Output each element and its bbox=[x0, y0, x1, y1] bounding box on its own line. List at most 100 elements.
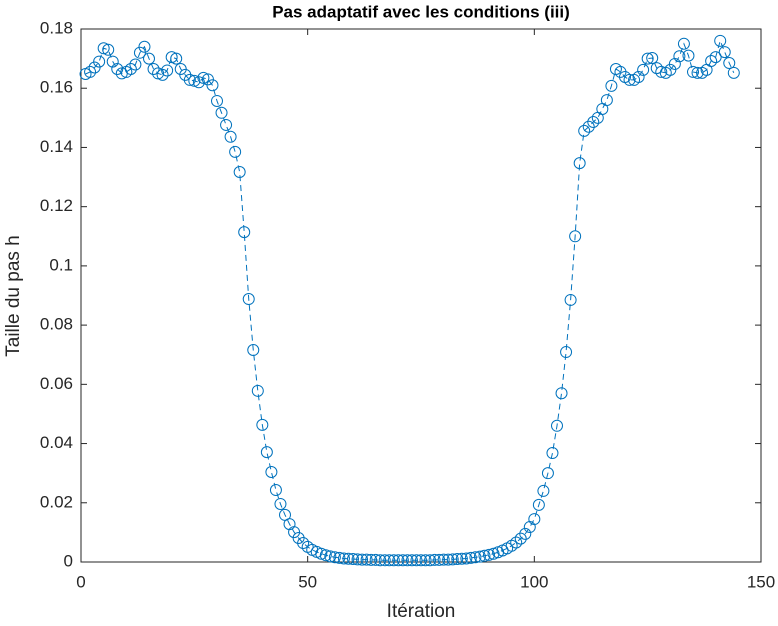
y-tick-label: 0.18 bbox=[40, 18, 73, 37]
data-point bbox=[288, 526, 301, 539]
data-point bbox=[428, 553, 441, 566]
data-point bbox=[718, 46, 731, 59]
data-point bbox=[274, 497, 287, 510]
data-point bbox=[328, 551, 341, 564]
data-point bbox=[133, 46, 146, 59]
data-point bbox=[437, 553, 450, 566]
chart-title: Pas adaptatif avec les conditions (iii) bbox=[272, 2, 570, 21]
data-point bbox=[188, 74, 201, 87]
data-point bbox=[528, 513, 541, 526]
data-point bbox=[387, 554, 400, 567]
data-point bbox=[655, 65, 668, 78]
data-point bbox=[442, 553, 455, 566]
x-tick-label: 0 bbox=[76, 572, 85, 591]
data-point bbox=[541, 467, 554, 480]
data-point bbox=[514, 532, 527, 545]
data-point bbox=[201, 73, 214, 86]
data-point bbox=[247, 343, 260, 356]
data-point bbox=[297, 537, 310, 550]
data-point bbox=[510, 536, 523, 549]
data-point bbox=[124, 62, 137, 75]
data-point bbox=[392, 554, 405, 567]
data-point bbox=[269, 484, 282, 497]
data-point bbox=[401, 554, 414, 567]
data-point bbox=[551, 419, 563, 432]
data-point bbox=[560, 346, 573, 359]
data-point bbox=[714, 34, 727, 47]
y-tick-label: 0 bbox=[64, 551, 73, 570]
data-point bbox=[192, 76, 205, 89]
data-point bbox=[369, 553, 382, 566]
data-point bbox=[573, 157, 586, 170]
data-point bbox=[337, 552, 350, 565]
x-tick-label: 50 bbox=[298, 572, 317, 591]
data-point bbox=[469, 551, 482, 564]
data-point bbox=[677, 37, 690, 50]
data-point bbox=[347, 553, 359, 566]
axes-box bbox=[80, 28, 762, 563]
data-point bbox=[641, 52, 654, 65]
data-point bbox=[537, 484, 550, 497]
data-point bbox=[220, 118, 233, 131]
data-point bbox=[143, 52, 155, 65]
y-tick-label: 0.04 bbox=[40, 433, 73, 452]
data-point bbox=[374, 554, 387, 567]
data-point bbox=[111, 62, 124, 75]
data-point bbox=[206, 79, 219, 92]
data-point bbox=[365, 553, 378, 566]
data-point bbox=[410, 554, 423, 567]
y-tick-label: 0.06 bbox=[40, 374, 73, 393]
data-point bbox=[555, 387, 568, 400]
data-point bbox=[351, 553, 364, 566]
data-point bbox=[233, 166, 246, 179]
data-point bbox=[319, 549, 332, 562]
data-point bbox=[383, 554, 396, 567]
data-point bbox=[211, 94, 223, 107]
data-point bbox=[464, 551, 477, 564]
data-point bbox=[455, 552, 468, 565]
data-point bbox=[705, 54, 718, 67]
data-point bbox=[165, 51, 178, 64]
data-point bbox=[709, 51, 722, 64]
y-axis-label: Taille du pas h bbox=[3, 235, 24, 356]
data-point bbox=[256, 418, 269, 431]
data-point bbox=[578, 124, 591, 137]
data-point bbox=[415, 554, 427, 567]
data-point bbox=[242, 293, 255, 306]
data-point bbox=[251, 384, 264, 397]
data-point bbox=[360, 553, 373, 566]
data-point bbox=[419, 554, 432, 567]
data-point bbox=[260, 446, 273, 459]
data-point bbox=[637, 63, 650, 76]
data-point bbox=[519, 527, 532, 540]
data-point bbox=[587, 115, 600, 128]
data-point bbox=[532, 498, 545, 511]
data-point bbox=[473, 550, 486, 563]
data-point bbox=[88, 61, 101, 74]
data-point bbox=[623, 73, 636, 86]
data-point bbox=[174, 62, 187, 75]
data-point bbox=[224, 130, 237, 143]
data-point bbox=[170, 52, 183, 65]
data-point bbox=[460, 552, 473, 565]
data-point bbox=[451, 553, 464, 566]
data-point bbox=[396, 554, 409, 567]
data-point bbox=[197, 71, 210, 84]
data-point bbox=[682, 49, 695, 62]
x-axis-label: Itération bbox=[387, 601, 456, 622]
data-point bbox=[84, 65, 97, 78]
data-point bbox=[691, 66, 704, 79]
data-point bbox=[129, 58, 142, 71]
data-point bbox=[106, 55, 119, 68]
data-point bbox=[632, 70, 645, 83]
data-point bbox=[646, 52, 659, 65]
data-point bbox=[183, 73, 196, 86]
data-point bbox=[433, 553, 446, 566]
data-point bbox=[161, 64, 174, 77]
data-point bbox=[424, 554, 437, 567]
data-point bbox=[102, 43, 115, 56]
x-tick-label: 100 bbox=[520, 572, 548, 591]
data-point bbox=[673, 50, 686, 63]
